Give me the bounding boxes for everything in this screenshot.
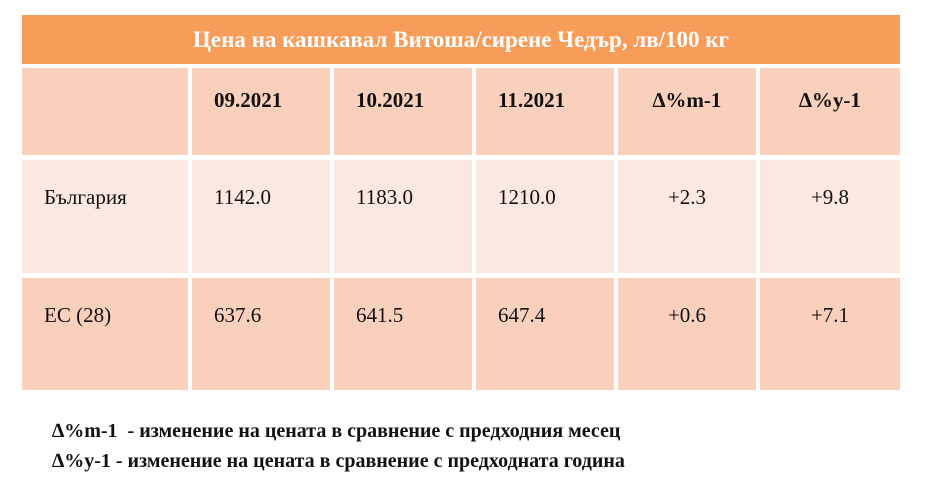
table-cell: +9.8: [760, 160, 900, 273]
note: ∆%y-1 - изменение на цената в сравнение …: [52, 450, 625, 472]
table-cell: +2.3: [618, 160, 756, 273]
header-cell: 11.2021: [476, 68, 614, 155]
note: ∆%m-1 - изменение на цената в сравнение …: [52, 420, 621, 442]
table-cell: 1210.0: [476, 160, 614, 273]
header-cell: ∆%y-1: [760, 68, 900, 155]
table-cell: 647.4: [476, 278, 614, 390]
table-cell: 1142.0: [192, 160, 330, 273]
table-cell: +0.6: [618, 278, 756, 390]
table-cell: 637.6: [192, 278, 330, 390]
table-cell: +7.1: [760, 278, 900, 390]
table-title: Цена на кашкавал Витоша/сирене Чедър, лв…: [22, 15, 900, 64]
header-cell: ∆%m-1: [618, 68, 756, 155]
table-cell: 641.5: [334, 278, 472, 390]
header-cell: 10.2021: [334, 68, 472, 155]
row-label: България: [22, 160, 188, 273]
table-cell: 1183.0: [334, 160, 472, 273]
header-cell: [22, 68, 188, 155]
row-label: ЕС (28): [22, 278, 188, 390]
header-cell: 09.2021: [192, 68, 330, 155]
